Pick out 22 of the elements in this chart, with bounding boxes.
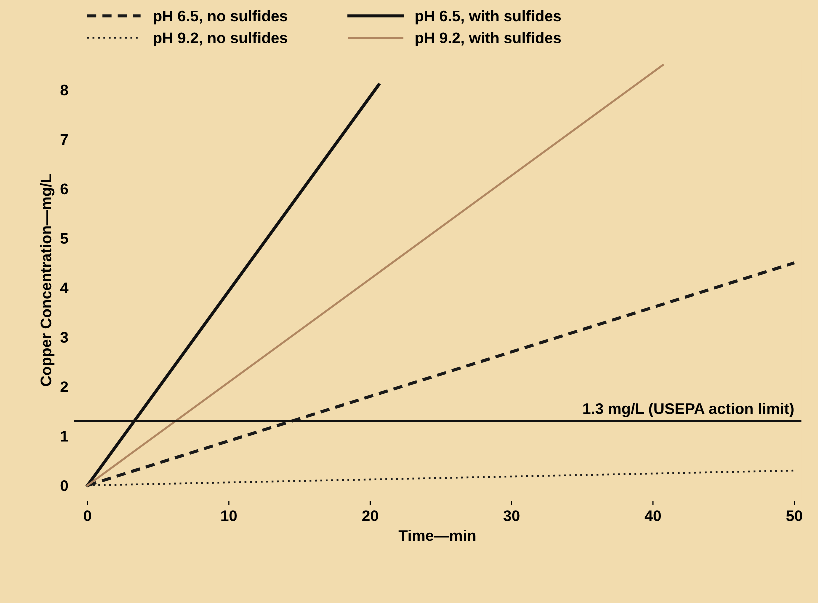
y-tick-label: 2	[60, 382, 68, 392]
y-tick-label: 4	[60, 282, 69, 294]
legend-label: pH 9.2, with sulfides	[416, 32, 562, 47]
y-tick-label: 0	[60, 480, 68, 492]
y-axis-title: Copper Concentration—mg/L	[40, 174, 55, 386]
y-tick-label: 7	[60, 134, 68, 145]
x-tick-label: 10	[222, 510, 237, 522]
legend-label: pH 6.5, no sulfides	[154, 10, 288, 25]
x-tick-label: 0	[84, 510, 92, 522]
y-tick-label: 1	[61, 431, 68, 442]
x-tick-label: 30	[504, 510, 520, 522]
y-tick-label: 3	[60, 332, 68, 343]
legend-label: pH 6.5, with sulfides	[416, 10, 562, 25]
y-tick-label: 5	[60, 233, 68, 244]
legend-label: pH 9.2, no sulfides	[154, 32, 288, 47]
ref-line-label: 1.3 mg/L (USEPA action limit)	[584, 403, 794, 418]
x-tick-label: 50	[786, 510, 802, 522]
x-tick-label: 20	[362, 510, 378, 522]
x-tick-label: 40	[644, 510, 662, 522]
y-tick-label: 8	[60, 84, 68, 96]
y-tick-label: 6	[60, 184, 68, 195]
x-axis-title: Time—min	[398, 530, 476, 542]
